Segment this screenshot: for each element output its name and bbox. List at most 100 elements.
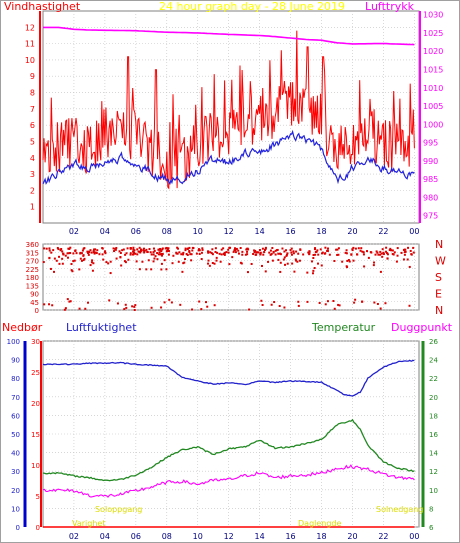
compass-label: W	[435, 255, 446, 268]
direction-point	[42, 261, 45, 264]
direction-point	[142, 249, 145, 252]
direction-point	[313, 248, 316, 251]
gust-line	[42, 30, 415, 190]
direction-point	[108, 299, 111, 302]
direction-point	[48, 249, 51, 252]
direction-point	[220, 253, 223, 256]
direction-point	[259, 251, 262, 254]
pressure-tick-label: 1030	[423, 11, 443, 20]
pressure-tick-label: 1010	[423, 84, 443, 93]
direction-point	[402, 248, 405, 251]
climate-ticks: 0102030405060708090100051015202530681012…	[7, 338, 439, 541]
direction-point	[277, 258, 280, 261]
direction-point	[284, 263, 287, 266]
direction-point	[152, 247, 155, 250]
direction-point	[55, 259, 58, 262]
humidity-tick-label: 80	[11, 375, 20, 383]
climate-grid	[43, 340, 419, 528]
direction-point	[326, 300, 329, 303]
direction-point	[136, 253, 139, 256]
direction-point	[211, 248, 214, 251]
direction-point	[159, 248, 162, 251]
direction-point	[244, 253, 247, 256]
direction-point	[160, 252, 163, 255]
direction-point	[267, 260, 270, 263]
direction-point	[255, 251, 258, 254]
temperature-tick-label: 6	[429, 524, 434, 532]
direction-point	[141, 260, 144, 263]
direction-point	[278, 252, 281, 255]
direction-point	[69, 300, 72, 303]
direction-point	[223, 253, 226, 256]
direction-point	[285, 253, 288, 256]
humidity-line	[42, 359, 415, 397]
direction-point	[234, 251, 237, 254]
climate-x-tick-label: 04	[100, 532, 110, 541]
direction-point	[132, 253, 135, 256]
direction-point	[191, 246, 194, 249]
direction-point	[124, 303, 127, 306]
direction-point	[184, 249, 187, 252]
direction-point	[216, 251, 219, 254]
direction-point	[182, 251, 185, 254]
direction-point	[167, 253, 170, 256]
wind-avg-line	[42, 129, 415, 186]
direction-point	[386, 253, 389, 256]
direction-point	[102, 258, 105, 261]
direction-point	[207, 259, 210, 262]
direction-point	[158, 251, 161, 254]
direction-point	[95, 252, 98, 255]
direction-point	[278, 304, 281, 307]
direction-point	[172, 254, 175, 257]
direction-point	[104, 252, 107, 255]
direction-point	[101, 253, 104, 256]
direction-point	[361, 300, 364, 303]
direction-point	[385, 246, 388, 249]
direction-point	[153, 257, 156, 260]
direction-point	[252, 252, 255, 255]
direction-point	[284, 249, 287, 252]
direction-point	[297, 252, 300, 255]
direction-point	[241, 253, 244, 256]
pressure-tick-label: 995	[423, 139, 438, 148]
direction-point	[115, 246, 118, 249]
humidity-tick-label: 30	[11, 468, 20, 476]
direction-point	[225, 251, 228, 254]
direction-point	[160, 268, 163, 271]
direction-point	[75, 252, 78, 255]
direction-point	[314, 253, 317, 256]
direction-point	[409, 249, 412, 252]
direction-point	[156, 258, 159, 261]
direction-point	[163, 259, 166, 262]
direction-point	[312, 257, 315, 260]
rain-tick-label: 0	[36, 524, 40, 532]
direction-point	[132, 250, 135, 253]
wind-x-tick-label: 20	[347, 227, 357, 236]
direction-point	[157, 253, 160, 256]
direction-point	[389, 247, 392, 250]
direction-point	[353, 301, 356, 304]
direction-point	[211, 253, 214, 256]
rain-tick-label: 30	[31, 338, 40, 346]
direction-point	[286, 262, 289, 265]
direction-point	[262, 253, 265, 256]
direction-point	[214, 247, 217, 250]
direction-point	[295, 250, 298, 253]
direction-point	[294, 258, 297, 261]
direction-point	[240, 262, 243, 265]
direction-point	[297, 304, 300, 307]
direction-point	[408, 304, 411, 307]
direction-point	[150, 253, 153, 256]
direction-point	[268, 251, 271, 254]
direction-point	[105, 261, 108, 264]
direction-point	[351, 248, 354, 251]
direction-point	[190, 259, 193, 262]
direction-point	[346, 259, 349, 262]
direction-point	[200, 251, 203, 254]
climate-panel: 0102030405060708090100051015202530681012…	[2, 321, 453, 541]
direction-point	[81, 249, 84, 252]
direction-point	[297, 300, 300, 303]
direction-point	[58, 262, 61, 265]
direction-point	[337, 253, 340, 256]
